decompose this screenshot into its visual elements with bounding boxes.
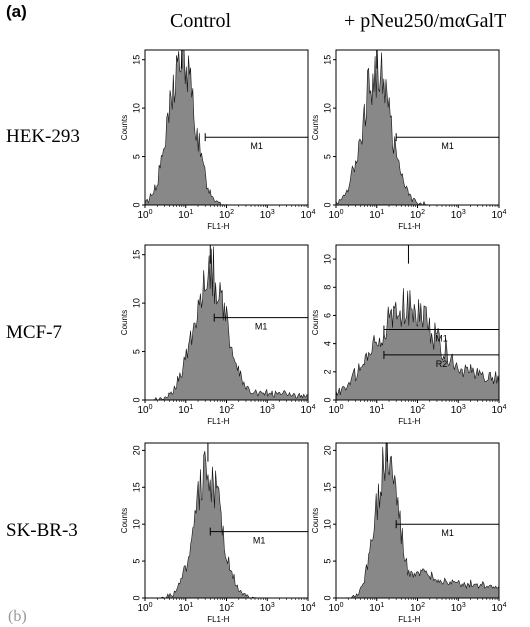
y-axis-label: Counts — [311, 115, 320, 140]
x-tick-label: 100 — [137, 209, 152, 221]
y-tick-label: 20 — [131, 445, 141, 455]
y-tick-label: 5 — [131, 349, 141, 354]
x-tick-label: 102 — [410, 209, 425, 221]
x-tick-label: 103 — [451, 209, 466, 221]
gate-marker-label: M1 — [441, 141, 454, 151]
y-tick-label: 5 — [322, 154, 332, 159]
x-tick-label: 101 — [369, 209, 384, 221]
x-axis-label: FL1-H — [398, 222, 420, 231]
y-tick-label: 5 — [131, 154, 141, 159]
x-tick-label: 102 — [219, 602, 234, 614]
y-axis-label: Counts — [311, 508, 320, 533]
y-tick-label: 5 — [322, 559, 332, 564]
histogram-area — [336, 288, 499, 400]
x-tick-label: 104 — [491, 404, 506, 416]
x-tick-label: 100 — [328, 602, 343, 614]
x-tick-label: 104 — [491, 209, 506, 221]
x-tick-label: 102 — [219, 209, 234, 221]
gate-marker-label: M1 — [255, 322, 268, 332]
histogram-panel-6: M1 0 5 10 15 20 Counts 100 101 102 103 104 FL1-H — [311, 443, 507, 624]
y-axis-label: Counts — [120, 115, 129, 140]
x-axis-label: FL1-H — [207, 222, 229, 231]
y-tick-label: 2 — [322, 369, 332, 374]
y-tick-label: 8 — [322, 285, 332, 290]
x-tick-label: 102 — [219, 404, 234, 416]
y-axis-label: Counts — [311, 310, 320, 335]
x-tick-label: 104 — [300, 404, 315, 416]
y-tick-label: 15 — [322, 482, 332, 492]
x-tick-label: 103 — [260, 209, 275, 221]
y-axis-label: Counts — [120, 508, 129, 533]
x-tick-label: 101 — [369, 602, 384, 614]
x-tick-label: 102 — [410, 602, 425, 614]
histogram-area — [145, 50, 308, 205]
gate-marker-label: M1 — [435, 334, 448, 344]
y-tick-label: 10 — [131, 298, 141, 308]
y-tick-label: 10 — [322, 103, 332, 113]
x-tick-label: 100 — [137, 602, 152, 614]
y-tick-label: 6 — [322, 313, 332, 318]
histogram-area — [145, 246, 308, 400]
y-tick-label: 20 — [322, 445, 332, 455]
x-tick-label: 103 — [260, 602, 275, 614]
x-tick-label: 102 — [410, 404, 425, 416]
x-tick-label: 104 — [300, 602, 315, 614]
y-tick-label: 0 — [131, 202, 141, 207]
y-tick-label: 15 — [131, 250, 141, 260]
y-tick-label: 0 — [131, 595, 141, 600]
x-tick-label: 101 — [369, 404, 384, 416]
histogram-panel-5: M1 0 5 10 15 20 Counts 100 101 102 103 104 FL1-H — [120, 443, 316, 624]
histogram-panel-2: M1 0 5 10 15 Counts 100 101 102 103 104 FL1-H — [311, 50, 507, 231]
histogram-area — [145, 451, 308, 598]
histogram-area — [336, 50, 499, 205]
y-tick-label: 10 — [131, 519, 141, 529]
histogram-panel-3: M1 0 5 10 15 Counts 100 101 102 103 104 FL1-H — [120, 245, 316, 426]
y-tick-label: 4 — [322, 341, 332, 346]
gate-marker-label: M1 — [250, 141, 263, 151]
y-tick-label: 15 — [322, 55, 332, 65]
y-axis-label: Counts — [120, 310, 129, 335]
x-tick-label: 103 — [260, 404, 275, 416]
x-axis-label: FL1-H — [398, 615, 420, 624]
x-tick-label: 103 — [451, 404, 466, 416]
gate-marker-label: R2 — [436, 359, 448, 369]
y-tick-label: 0 — [322, 595, 332, 600]
y-tick-label: 10 — [131, 103, 141, 113]
x-axis-label: FL1-H — [207, 615, 229, 624]
y-tick-label: 0 — [131, 397, 141, 402]
x-tick-label: 101 — [178, 404, 193, 416]
gate-marker-label: M1 — [253, 536, 266, 546]
y-tick-label: 0 — [322, 397, 332, 402]
x-tick-label: 100 — [328, 209, 343, 221]
x-tick-label: 100 — [137, 404, 152, 416]
y-tick-label: 0 — [322, 202, 332, 207]
x-axis-label: FL1-H — [207, 417, 229, 426]
x-tick-label: 101 — [178, 602, 193, 614]
histogram-area — [336, 443, 499, 598]
x-axis-label: FL1-H — [398, 417, 420, 426]
x-tick-label: 104 — [491, 602, 506, 614]
y-tick-label: 5 — [131, 559, 141, 564]
cropped-text-fragment: (b) — [8, 608, 27, 626]
histogram-panel-4: M1 R2 0 2 4 6 8 10 Counts 100 101 102 103 104 FL1-H — [311, 245, 507, 426]
x-tick-label: 104 — [300, 209, 315, 221]
y-tick-label: 10 — [322, 519, 332, 529]
y-tick-label: 15 — [131, 55, 141, 65]
x-tick-label: 100 — [328, 404, 343, 416]
y-tick-label: 10 — [322, 254, 332, 264]
histogram-panel-1: M1 0 5 10 15 Counts 100 101 102 103 104 FL1-H — [120, 50, 316, 231]
y-tick-label: 15 — [131, 482, 141, 492]
x-tick-label: 101 — [178, 209, 193, 221]
x-tick-label: 103 — [451, 602, 466, 614]
gate-marker-label: M1 — [441, 528, 454, 538]
